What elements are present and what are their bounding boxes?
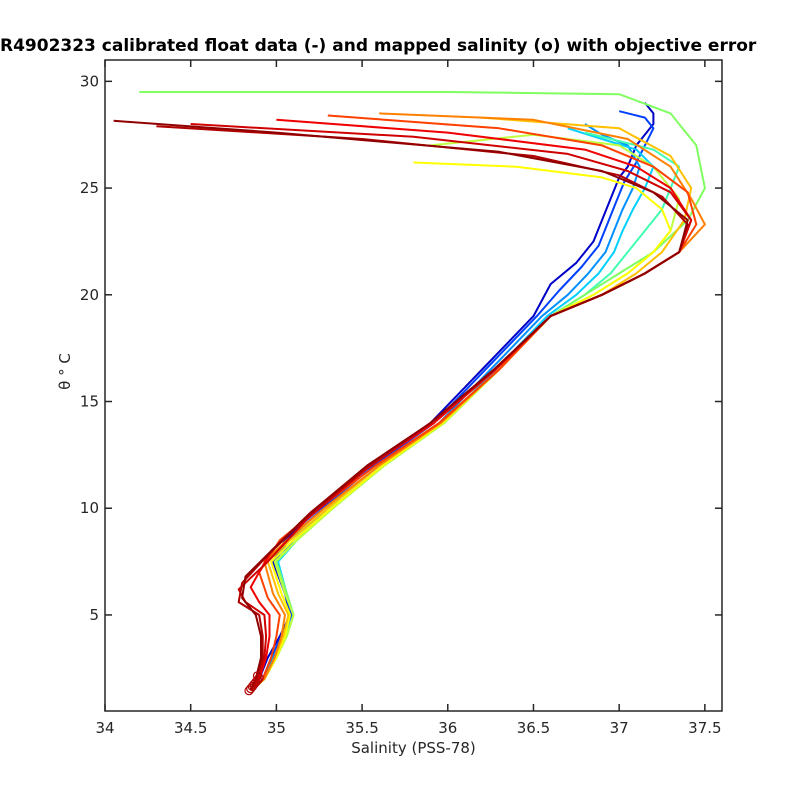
x-tick-label: 34.5 xyxy=(174,719,207,737)
y-tick-label: 25 xyxy=(80,179,99,197)
mapped-salinity-markers xyxy=(244,671,264,696)
series-line-13 xyxy=(190,123,693,691)
series-line-14 xyxy=(156,125,689,691)
x-axis-ticks: 34 34.5 35 35.5 36 36.5 37 37.5 xyxy=(95,60,722,737)
chart-title: R4902323 calibrated float data (-) and m… xyxy=(0,36,757,56)
series-line-15 xyxy=(113,119,689,691)
y-tick-label: 20 xyxy=(80,286,99,304)
y-axis-label: θ ° C xyxy=(56,353,74,390)
x-tick-label: 34 xyxy=(95,719,114,737)
x-tick-label: 35.5 xyxy=(345,719,378,737)
y-tick-label: 5 xyxy=(89,606,99,624)
series-line-12 xyxy=(249,118,693,691)
x-tick-label: 37.5 xyxy=(688,719,721,737)
series-line-8 xyxy=(251,161,672,691)
x-tick-label: 36.5 xyxy=(517,719,550,737)
series-line-5 xyxy=(251,131,681,691)
series-line-1 xyxy=(251,102,655,691)
series-layer xyxy=(113,91,706,691)
y-axis-ticks: 5 10 15 20 25 30 xyxy=(80,72,722,624)
series-line-7 xyxy=(251,133,681,691)
series-line-11 xyxy=(251,114,698,691)
x-tick-label: 37 xyxy=(610,719,629,737)
x-tick-label: 36 xyxy=(438,719,457,737)
y-tick-label: 30 xyxy=(80,72,99,90)
x-tick-label: 35 xyxy=(267,719,286,737)
y-tick-label: 15 xyxy=(80,393,99,411)
mapped-salinity-marker xyxy=(254,673,264,683)
y-tick-label: 10 xyxy=(80,499,99,517)
x-axis-label: Salinity (PSS-78) xyxy=(351,739,476,757)
series-line-10 xyxy=(251,112,706,691)
axes-box xyxy=(104,59,723,712)
mapped-salinity-marker xyxy=(252,671,263,681)
mapped-salinity-marker xyxy=(252,675,263,685)
series-line-6 xyxy=(139,91,706,691)
